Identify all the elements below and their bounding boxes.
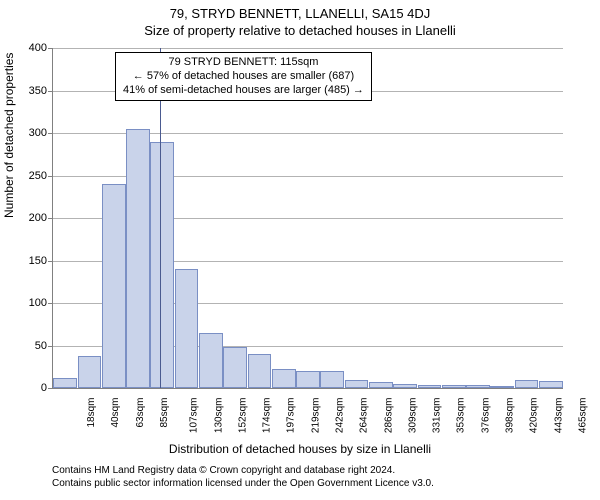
ytick-mark	[48, 48, 53, 49]
xtick-label: 443sqm	[553, 398, 564, 434]
histogram-bar	[272, 369, 296, 388]
footer-line-1: Contains HM Land Registry data © Crown c…	[52, 465, 434, 478]
x-axis-label: Distribution of detached houses by size …	[0, 442, 600, 456]
ytick-label: 400	[7, 42, 47, 54]
histogram-bar	[418, 385, 442, 388]
xtick-label: 420sqm	[529, 398, 540, 434]
xtick-label: 63sqm	[135, 398, 146, 428]
annotation-line-3: 41% of semi-detached houses are larger (…	[123, 84, 364, 98]
annotation-line-1: 79 STRYD BENNETT: 115sqm	[123, 56, 364, 70]
ytick-label: 200	[7, 212, 47, 224]
xtick-label: 219sqm	[310, 398, 321, 434]
xtick-label: 152sqm	[237, 398, 248, 434]
ytick-mark	[48, 133, 53, 134]
histogram-bar	[490, 386, 514, 388]
xtick-label: 398sqm	[505, 398, 516, 434]
ytick-label: 50	[7, 340, 47, 352]
histogram-bar	[539, 381, 563, 388]
xtick-label: 174sqm	[262, 398, 273, 434]
xtick-label: 264sqm	[359, 398, 370, 434]
histogram-bar	[466, 385, 490, 388]
xtick-label: 40sqm	[110, 398, 121, 428]
ytick-label: 0	[7, 382, 47, 394]
ytick-mark	[48, 346, 53, 347]
xtick-label: 376sqm	[480, 398, 491, 434]
ytick-mark	[48, 218, 53, 219]
xtick-label: 197sqm	[286, 398, 297, 434]
ytick-label: 100	[7, 297, 47, 309]
annotation-box: 79 STRYD BENNETT: 115sqm ← 57% of detach…	[115, 52, 372, 101]
xtick-label: 309sqm	[407, 398, 418, 434]
ytick-mark	[48, 261, 53, 262]
histogram-bar	[150, 142, 174, 389]
xtick-label: 107sqm	[189, 398, 200, 434]
xtick-label: 331sqm	[432, 398, 443, 434]
ytick-mark	[48, 303, 53, 304]
histogram-bar	[393, 384, 417, 388]
ytick-label: 150	[7, 255, 47, 267]
ytick-label: 350	[7, 85, 47, 97]
histogram-bar	[296, 371, 320, 388]
annotation-line-2: ← 57% of detached houses are smaller (68…	[123, 70, 364, 84]
xtick-label: 130sqm	[213, 398, 224, 434]
histogram-bar	[515, 380, 539, 389]
histogram-bar	[248, 354, 272, 388]
histogram-bar	[369, 382, 393, 388]
histogram-bar	[345, 380, 369, 389]
ytick-label: 250	[7, 170, 47, 182]
histogram-bar	[199, 333, 223, 388]
histogram-bar	[223, 347, 247, 388]
footer-line-2: Contains public sector information licen…	[52, 478, 434, 491]
histogram-bar	[320, 371, 344, 388]
histogram-bar	[53, 378, 77, 388]
xtick-label: 465sqm	[577, 398, 588, 434]
xtick-label: 85sqm	[159, 398, 170, 428]
histogram-bar	[175, 269, 199, 388]
chart-address-title: 79, STRYD BENNETT, LLANELLI, SA15 4DJ	[0, 0, 600, 21]
ytick-label: 300	[7, 127, 47, 139]
footer-attribution: Contains HM Land Registry data © Crown c…	[52, 465, 434, 490]
histogram-bar	[102, 184, 126, 388]
histogram-bar	[442, 385, 466, 388]
chart-subtitle: Size of property relative to detached ho…	[0, 21, 600, 38]
ytick-mark	[48, 388, 53, 389]
xtick-label: 18sqm	[86, 398, 97, 428]
grid-line	[53, 48, 563, 49]
histogram-bar	[78, 356, 102, 388]
xtick-label: 242sqm	[335, 398, 346, 434]
xtick-label: 353sqm	[456, 398, 467, 434]
ytick-mark	[48, 91, 53, 92]
histogram-bar	[126, 129, 150, 388]
ytick-mark	[48, 176, 53, 177]
xtick-label: 286sqm	[383, 398, 394, 434]
